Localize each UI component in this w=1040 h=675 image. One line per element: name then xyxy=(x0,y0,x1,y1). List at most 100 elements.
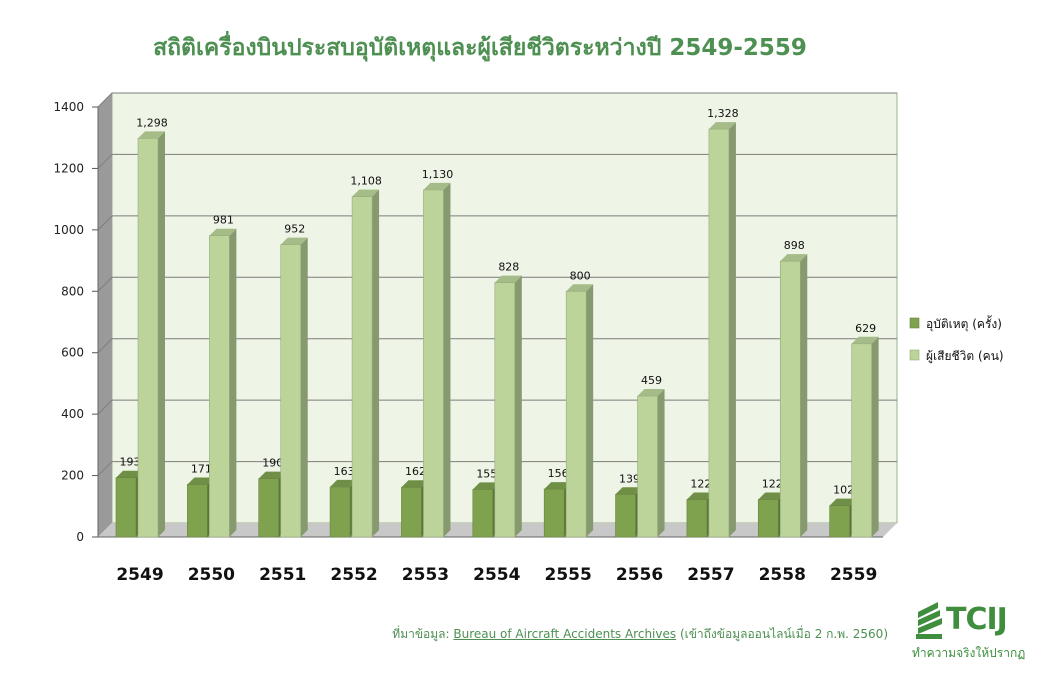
data-label: 156 xyxy=(548,467,569,480)
bar-front xyxy=(615,494,636,538)
bar-top xyxy=(401,480,429,488)
bar-front xyxy=(543,488,565,538)
plot-side-wall xyxy=(98,93,112,537)
x-tick-label: 2552 xyxy=(330,565,377,585)
y-tick-label: 0 xyxy=(76,530,84,544)
bar-front xyxy=(209,235,230,538)
data-label: 1,298 xyxy=(136,116,168,129)
bar-side xyxy=(728,122,736,537)
data-label: 163 xyxy=(334,465,355,478)
bar-top xyxy=(544,482,572,490)
bar-side xyxy=(586,284,594,537)
data-label: 1,328 xyxy=(707,107,739,120)
tcij-logo: TCIJ ทำความจริงให้ปรากฏ xyxy=(910,598,1030,662)
x-tick-label: 2558 xyxy=(759,565,806,585)
bar-front xyxy=(565,290,587,538)
tcij-logo-text: TCIJ xyxy=(946,602,1008,637)
bar-front xyxy=(686,499,708,538)
bar-front xyxy=(423,189,444,538)
data-label: 800 xyxy=(570,269,591,282)
bar-top xyxy=(829,498,857,506)
bar xyxy=(137,131,165,538)
bar-front xyxy=(472,489,494,538)
bar-side xyxy=(800,254,808,537)
bar xyxy=(494,275,522,538)
bar xyxy=(351,189,380,538)
data-label: 629 xyxy=(855,322,876,335)
bar-front xyxy=(637,395,658,538)
bar xyxy=(708,122,736,538)
x-tick-label: 2555 xyxy=(545,565,592,585)
bar-top xyxy=(758,492,786,500)
x-tick-label: 2550 xyxy=(188,565,235,585)
x-tick-label: 2559 xyxy=(830,565,877,585)
bar-side xyxy=(158,131,165,538)
gridline-side xyxy=(97,399,113,415)
bar-side xyxy=(657,389,665,537)
data-label: 952 xyxy=(284,223,305,236)
data-label: 102 xyxy=(833,484,854,497)
bar xyxy=(209,228,237,538)
bar-top xyxy=(708,122,736,130)
gridline-side xyxy=(97,276,113,292)
bar-top xyxy=(330,479,358,487)
bar-front xyxy=(401,486,422,538)
bar-top xyxy=(187,477,215,485)
bar-front xyxy=(494,282,516,538)
chart-title: สถิติเครื่องบินประสบอุบัติเหตุและผู้เสีย… xyxy=(153,35,807,61)
bar-top xyxy=(566,284,594,292)
x-axis: 2549 2550 2551 2552 2553 2554 2555 2556 2557 2558… xyxy=(116,565,877,585)
bar-side xyxy=(871,336,879,537)
legend-swatch xyxy=(909,317,920,329)
x-tick-label: 2549 xyxy=(116,565,163,585)
data-label: 193 xyxy=(120,456,141,469)
gridline-side xyxy=(97,154,113,169)
y-tick-label: 1400 xyxy=(53,100,84,114)
source-suffix: (เข้าถึงข้อมูลออนไลน์เมื่อ 2 ก.พ. 2560) xyxy=(676,627,888,641)
data-label: 828 xyxy=(498,261,519,274)
bar-front xyxy=(115,477,137,538)
x-tick-label: 2553 xyxy=(402,565,449,585)
bar xyxy=(637,389,665,538)
bar-front xyxy=(137,138,159,538)
data-label: 122 xyxy=(762,478,783,491)
bar-front xyxy=(329,486,351,538)
bar-front xyxy=(829,505,850,538)
bar-front xyxy=(851,343,872,538)
bar-front xyxy=(779,260,801,538)
bar-top xyxy=(851,336,879,344)
y-tick-label: 400 xyxy=(61,407,84,421)
bar-top xyxy=(258,471,286,479)
x-tick-label: 2554 xyxy=(473,565,520,585)
bar xyxy=(851,336,879,538)
bar xyxy=(779,254,808,538)
legend-label: ผู้เสียชีวิต (คน) xyxy=(926,349,1004,364)
data-label: 190 xyxy=(262,457,283,470)
data-label: 1,130 xyxy=(422,168,454,181)
bar-front xyxy=(258,478,280,538)
data-label: 898 xyxy=(784,239,805,252)
x-tick-label: 2556 xyxy=(616,565,663,585)
tcij-tagline: ทำความจริงให้ปรากฏ xyxy=(912,646,1026,660)
data-label: 459 xyxy=(641,374,662,387)
legend: อุบัติเหตุ (ครั้ง) ผู้เสียชีวิต (คน) xyxy=(909,315,1004,364)
y-tick-label: 1000 xyxy=(53,223,84,237)
bar-front xyxy=(757,499,779,538)
bar-side xyxy=(514,275,522,537)
bar-top xyxy=(615,487,643,495)
source-link[interactable]: Bureau of Aircraft Accidents Archives xyxy=(453,627,677,641)
bar-top xyxy=(352,189,380,197)
gridline-side xyxy=(97,338,113,354)
data-label: 171 xyxy=(191,462,212,475)
bar-top xyxy=(494,275,522,283)
data-label: 981 xyxy=(213,214,234,227)
bar-top xyxy=(637,389,665,397)
bar-side xyxy=(229,228,237,537)
bar-front xyxy=(351,196,373,538)
bar-top xyxy=(686,492,714,500)
bar-top xyxy=(780,254,808,262)
x-tick-label: 2557 xyxy=(687,565,734,585)
y-tick-label: 600 xyxy=(61,346,84,360)
bar-top xyxy=(423,182,451,190)
y-tick-label: 200 xyxy=(61,469,84,483)
